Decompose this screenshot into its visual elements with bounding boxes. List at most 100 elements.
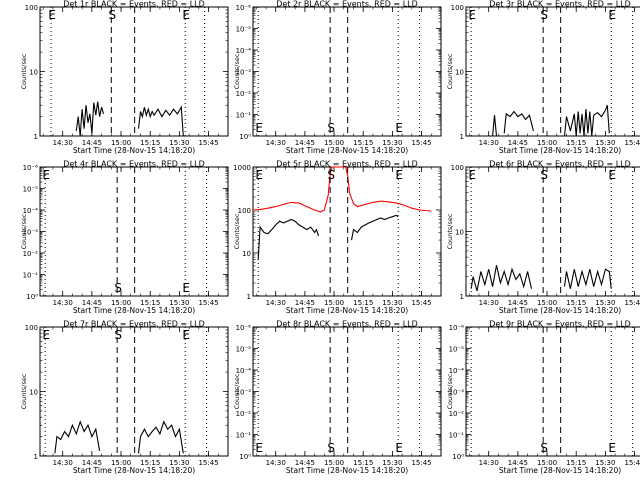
marker-label: S [327,121,335,135]
y-tick-label: 10⁻⁵ [236,346,252,354]
y-tick-label: 10 [455,69,464,77]
x-tick-label: 15:30 [382,459,402,467]
marker-label: E [395,168,403,182]
marker-label: E [182,281,190,295]
events-series-line [137,420,184,454]
x-tick-label: 15:30 [169,139,189,147]
x-axis-label: Start Time (28-Nov-15 14:18:20) [73,466,195,475]
plot-frame [465,326,640,457]
plot-frame [252,166,442,297]
x-tick-label: 15:00 [537,139,557,147]
x-tick-label: 15:00 [324,459,344,467]
y-tick-label: 10⁰ [239,133,251,141]
x-tick-label: 15:00 [324,139,344,147]
y-axis-label: Counts/sec [233,53,241,89]
marker-label: S [327,168,335,182]
marker-label: S [540,8,548,22]
panel-title: Det 3r BLACK = Events, RED = LLD [489,0,631,9]
y-axis-label: Counts/sec [233,373,241,409]
events-series-line [75,101,105,137]
y-tick-label: 10⁻⁵ [449,346,465,354]
y-axis-label: Counts/sec [20,213,28,249]
plot-frame [252,6,442,137]
plot-frame [465,6,640,137]
y-tick-label: 10⁻² [23,250,39,258]
marker-label: S [108,8,116,22]
y-tick-label: 10⁻² [236,410,252,418]
y-tick-label: 10⁻² [449,410,465,418]
y-tick-label: 10⁻¹ [236,432,252,440]
marker-label: E [182,8,190,22]
x-tick-label: 15:00 [537,459,557,467]
x-tick-label: 15:30 [169,299,189,307]
marker-label: S [114,328,122,342]
plot-frame [465,166,640,297]
x-axis-label: Start Time (28-Nov-15 14:18:20) [499,466,621,475]
x-axis-label: Start Time (28-Nov-15 14:18:20) [499,146,621,155]
x-tick-label: 14:30 [266,139,286,147]
detector-panel: Det 3r BLACK = Events, RED = LLD 1 10 100 Co… [446,0,640,155]
y-tick-label: 10⁻⁶ [236,324,252,332]
y-tick-label: 10⁻³ [23,229,39,237]
panel-title: Det 8r BLACK = Events, RED = LLD [276,320,418,329]
y-tick-label: 10 [455,229,464,237]
panel-title: Det 1r BLACK = Events, RED = LLD [63,0,205,9]
events-series-line [350,214,399,241]
y-tick-label: 10⁻⁶ [449,324,465,332]
x-tick-label: 15:00 [111,459,131,467]
x-tick-label: 14:45 [295,139,315,147]
x-tick-label: 15:45 [198,139,218,147]
marker-label: S [540,441,548,455]
x-tick-label: 14:30 [479,459,499,467]
y-tick-label: 1 [460,133,464,141]
events-series-line [470,265,533,292]
y-axis-label: Counts/sec [233,213,241,249]
plot-frame [39,166,229,297]
y-tick-label: 10⁻⁴ [236,47,252,55]
x-tick-label: 14:45 [508,139,528,147]
y-axis-label: Counts/sec [20,373,28,409]
x-tick-label: 15:30 [595,139,615,147]
y-tick-label: 100 [451,164,464,172]
panel-title: Det 2r BLACK = Events, RED = LLD [276,0,418,9]
x-tick-label: 14:45 [82,139,102,147]
marker-label: E [255,441,263,455]
x-tick-label: 15:00 [111,139,131,147]
y-tick-label: 10⁰ [26,293,38,301]
y-tick-label: 10⁻³ [449,389,465,397]
y-tick-label: 1000 [233,164,251,172]
x-tick-label: 15:15 [353,299,373,307]
panel-title: Det 9r BLACK = Events, RED = LLD [489,320,631,329]
x-tick-label: 15:15 [140,299,160,307]
marker-label: E [608,168,616,182]
x-tick-label: 15:45 [411,459,431,467]
marker-label: S [327,441,335,455]
panel-title: Det 4r BLACK = Events, RED = LLD [63,160,205,169]
x-tick-label: 14:45 [295,459,315,467]
x-tick-label: 15:45 [411,299,431,307]
x-tick-label: 15:30 [169,459,189,467]
x-tick-label: 15:15 [140,139,160,147]
detector-panel: Det 2r BLACK = Events, RED = LLD 10⁰ 10⁻¹ 1… [233,0,442,155]
events-series-line [503,110,534,134]
y-tick-label: 1 [247,293,251,301]
x-tick-label: 15:00 [537,299,557,307]
marker-label: E [468,8,476,22]
y-tick-label: 1 [460,293,464,301]
panel-title: Det 6r BLACK = Events, RED = LLD [489,160,631,169]
x-axis-label: Start Time (28-Nov-15 14:18:20) [286,306,408,315]
marker-label: E [255,121,263,135]
x-tick-label: 15:15 [353,459,373,467]
detector-panel: Det 6r BLACK = Events, RED = LLD 1 10 100 Co… [446,160,640,315]
plot-frame [252,326,442,457]
events-series-line [563,268,612,289]
y-tick-label: 10⁻⁵ [236,26,252,34]
y-tick-label: 100 [238,207,251,215]
marker-label: E [468,168,476,182]
events-series-line [563,105,610,137]
x-tick-label: 14:30 [53,459,73,467]
marker-label: E [42,168,50,182]
events-series-line [492,115,498,137]
y-tick-label: 10⁻⁴ [236,367,252,375]
